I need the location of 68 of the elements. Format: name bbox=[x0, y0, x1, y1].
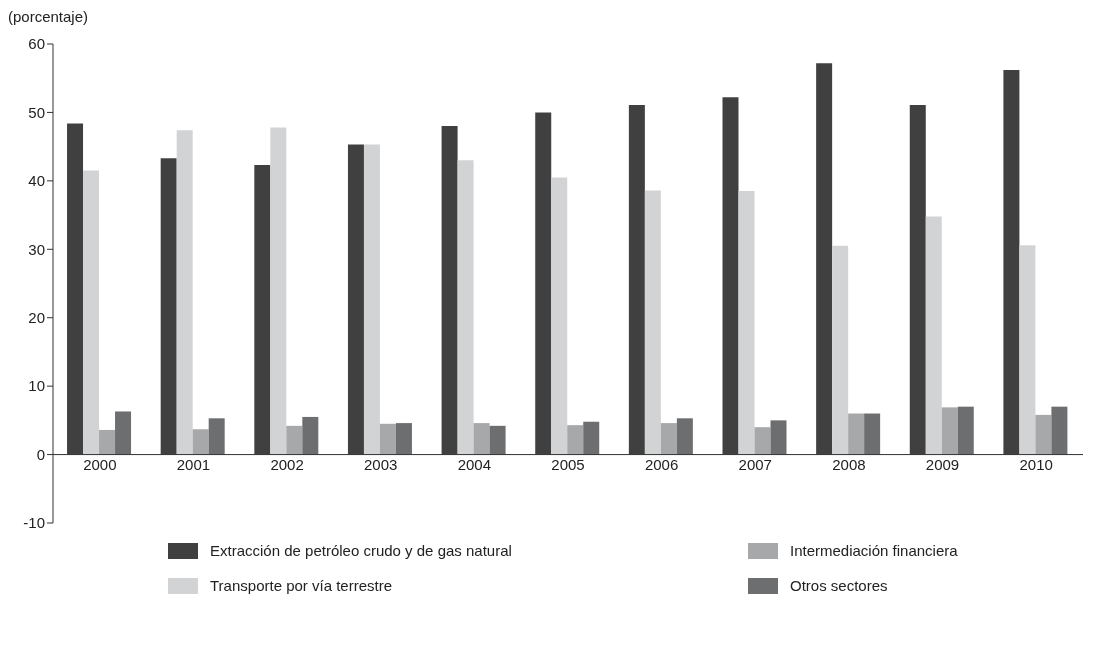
y-axis-title: (porcentaje) bbox=[8, 8, 90, 27]
bar bbox=[302, 416, 319, 455]
bar bbox=[941, 407, 958, 455]
bar bbox=[67, 123, 84, 455]
bar bbox=[722, 97, 739, 455]
bar bbox=[363, 144, 380, 455]
bar bbox=[848, 413, 865, 455]
bar bbox=[832, 245, 849, 455]
y-tick-label: 40 bbox=[28, 172, 45, 190]
y-tick-label: 0 bbox=[36, 445, 45, 463]
bar bbox=[1051, 406, 1068, 455]
bar bbox=[208, 418, 225, 455]
bar bbox=[489, 425, 506, 455]
x-tick-label: 2002 bbox=[270, 456, 304, 474]
x-tick-label: 2005 bbox=[551, 456, 585, 474]
bar bbox=[864, 413, 881, 455]
x-tick-label: 2000 bbox=[83, 456, 117, 474]
bar bbox=[115, 411, 132, 455]
bar bbox=[1019, 245, 1036, 455]
y-tick-label: 60 bbox=[28, 35, 45, 53]
x-tick-label: 2003 bbox=[364, 456, 398, 474]
x-tick-label: 2007 bbox=[738, 456, 772, 474]
bar bbox=[957, 406, 974, 455]
bar bbox=[270, 127, 287, 455]
y-tick-label: 10 bbox=[28, 377, 45, 395]
bar bbox=[379, 423, 396, 455]
x-tick-label: 2004 bbox=[457, 456, 492, 474]
legend-label: Intermediación financiera bbox=[790, 542, 958, 559]
x-tick-label: 2010 bbox=[1019, 456, 1053, 474]
bar bbox=[160, 158, 177, 455]
bar bbox=[738, 191, 755, 455]
bar bbox=[176, 130, 193, 455]
bar bbox=[583, 421, 600, 455]
bar bbox=[676, 418, 693, 455]
bar bbox=[1035, 414, 1052, 455]
bar bbox=[99, 429, 116, 455]
y-tick-label: -10 bbox=[23, 514, 45, 532]
bar bbox=[551, 177, 568, 455]
x-tick-label: 2009 bbox=[925, 456, 960, 474]
x-tick-label: 2006 bbox=[644, 456, 679, 474]
bar bbox=[254, 165, 271, 455]
bar bbox=[441, 126, 458, 455]
bar bbox=[473, 423, 490, 455]
bar bbox=[347, 144, 364, 455]
bar bbox=[1003, 70, 1020, 455]
x-tick-label: 2001 bbox=[176, 456, 211, 474]
y-tick-label: 50 bbox=[28, 103, 45, 121]
bar bbox=[770, 420, 787, 455]
bar bbox=[567, 425, 584, 455]
legend-label: Transporte por vía terrestre bbox=[210, 577, 393, 594]
bar bbox=[660, 423, 677, 455]
bar bbox=[83, 170, 100, 455]
bar bbox=[754, 427, 771, 455]
legend-label: Otros sectores bbox=[790, 577, 888, 594]
bar bbox=[535, 112, 552, 455]
x-tick-label: 2008 bbox=[832, 456, 866, 474]
bar bbox=[816, 63, 833, 455]
bar bbox=[192, 429, 209, 455]
bar bbox=[925, 216, 942, 455]
bar bbox=[457, 160, 474, 455]
bar bbox=[909, 104, 926, 455]
y-tick-label: 30 bbox=[28, 240, 45, 258]
bar bbox=[395, 423, 412, 455]
bar bbox=[644, 190, 661, 455]
y-tick-label: 20 bbox=[28, 309, 45, 327]
legend-label: Extracción de petróleo crudo y de gas natural bbox=[210, 542, 512, 559]
bar bbox=[628, 104, 645, 455]
bar bbox=[286, 425, 303, 455]
